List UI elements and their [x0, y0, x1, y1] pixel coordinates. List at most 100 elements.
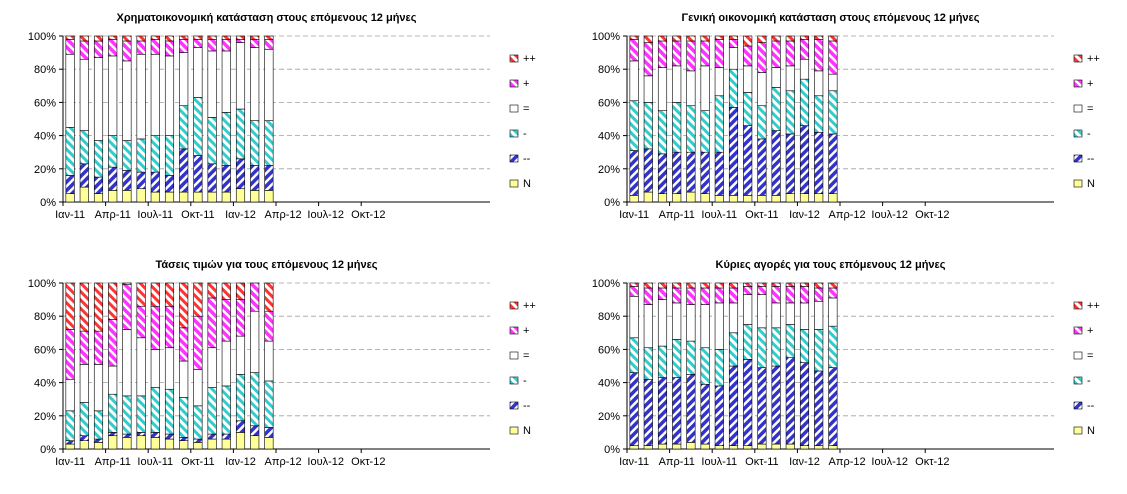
- bar-segment: [629, 195, 639, 203]
- bar-segment: [743, 282, 753, 287]
- bar-segment: [799, 39, 810, 60]
- bar-segment: [643, 378, 653, 446]
- bar-segment: [743, 65, 753, 93]
- y-tick-label: 0%: [604, 197, 620, 209]
- bar-segment: [828, 133, 838, 195]
- bar-segment: [65, 443, 75, 450]
- bar-segment: [264, 380, 274, 428]
- bar-segment: [264, 39, 274, 50]
- bar-segment: [785, 193, 795, 203]
- bar-segment: [79, 186, 89, 203]
- bar-segment: [799, 302, 810, 330]
- y-tick-label: 40%: [34, 378, 56, 390]
- y-tick-label: 0%: [40, 444, 56, 456]
- bar-segment: [828, 282, 838, 289]
- bar-segment: [150, 191, 160, 203]
- bar-segment: [264, 190, 274, 203]
- bar-segment: [193, 438, 203, 443]
- legend-swatch: [509, 376, 519, 385]
- bar-segment: [164, 347, 175, 390]
- bar-segment: [828, 35, 838, 42]
- chart-financial-situation: Χρηματοικονομική κατάσταση στους επόμενο…: [0, 0, 563, 247]
- bar-segment: [814, 131, 824, 194]
- bar-segment: [264, 35, 274, 40]
- bar-segment: [672, 65, 682, 103]
- bar-segment: [771, 443, 781, 450]
- bar-segment: [728, 35, 739, 40]
- bar-segment: [164, 282, 175, 307]
- bar-segment: [235, 42, 246, 110]
- bar-segment: [643, 282, 653, 289]
- bar-segment: [771, 195, 781, 203]
- bar-segment: [79, 435, 89, 442]
- legend-swatch: [1073, 79, 1083, 88]
- bar-segment: [264, 310, 274, 342]
- legend-label: =: [1087, 103, 1093, 115]
- legend-label: N: [1087, 178, 1095, 190]
- bar-segment: [657, 193, 668, 203]
- legend-label: -: [523, 128, 527, 140]
- bar-segment: [93, 282, 104, 332]
- bar-segment: [235, 374, 246, 422]
- bar-segment: [686, 282, 696, 289]
- bar-segment: [743, 195, 753, 203]
- bar-segment: [193, 97, 203, 156]
- bar-segment: [207, 35, 217, 40]
- bar-segment: [785, 443, 795, 450]
- bar-segment: [657, 282, 668, 289]
- bar-segment: [629, 295, 639, 339]
- bar-segment: [728, 287, 739, 304]
- legend-swatch: [509, 154, 519, 163]
- bar-segment: [235, 335, 246, 375]
- legend-label: ++: [523, 53, 536, 65]
- bar-segment: [193, 155, 203, 193]
- bar-segment: [814, 282, 824, 289]
- bar-segment: [785, 282, 795, 287]
- bar-segment: [108, 282, 118, 320]
- bar-segment: [108, 432, 118, 437]
- legend-swatch: [1073, 426, 1083, 435]
- bar-segment: [814, 329, 824, 372]
- bar-segment: [264, 340, 274, 382]
- bar-segment: [643, 102, 653, 150]
- bar-segment: [714, 67, 724, 97]
- chart-svg: Τάσεις τιμών για τους επόμενους 12 μήνες…: [28, 259, 536, 468]
- legend-label: =: [1087, 350, 1093, 362]
- bar-segment: [672, 40, 682, 67]
- bar-segment: [785, 133, 795, 195]
- bar-segment: [814, 39, 824, 72]
- bar-segment: [150, 171, 160, 193]
- bar-segment: [207, 163, 217, 193]
- bar-segment: [672, 35, 682, 42]
- bar-segment: [714, 445, 724, 450]
- bar-segment: [136, 138, 146, 173]
- y-tick-label: 80%: [598, 311, 620, 323]
- bar-segment: [828, 325, 838, 368]
- x-tick-label: Ιουλ-12: [307, 456, 344, 468]
- bar-segment: [207, 387, 217, 435]
- bar-segment: [785, 302, 795, 325]
- bar-segment: [799, 58, 810, 80]
- y-tick-label: 80%: [34, 311, 56, 323]
- bar-segment: [264, 165, 274, 191]
- chart-title: Χρηματοικονομική κατάσταση στους επόμενο…: [117, 12, 417, 24]
- y-tick-label: 80%: [598, 64, 620, 76]
- bar-segment: [629, 282, 639, 287]
- bar-segment: [728, 445, 739, 450]
- bar-segment: [193, 282, 203, 317]
- bar-segment: [250, 120, 260, 166]
- bar-segment: [164, 40, 175, 57]
- legend-swatch: [509, 104, 519, 113]
- legend-label: N: [1087, 425, 1095, 437]
- legend-label: +: [1087, 325, 1093, 337]
- x-tick-label: Απρ-11: [95, 209, 131, 221]
- bar-segment: [150, 387, 160, 433]
- legend-label: +: [1087, 78, 1093, 90]
- bar-segment: [179, 437, 189, 442]
- legend-label: +: [523, 325, 529, 337]
- bar-segment: [672, 287, 682, 304]
- bar-segment: [150, 432, 160, 438]
- bar-segment: [65, 127, 75, 176]
- bar-segment: [785, 357, 795, 445]
- bar-segment: [235, 108, 246, 160]
